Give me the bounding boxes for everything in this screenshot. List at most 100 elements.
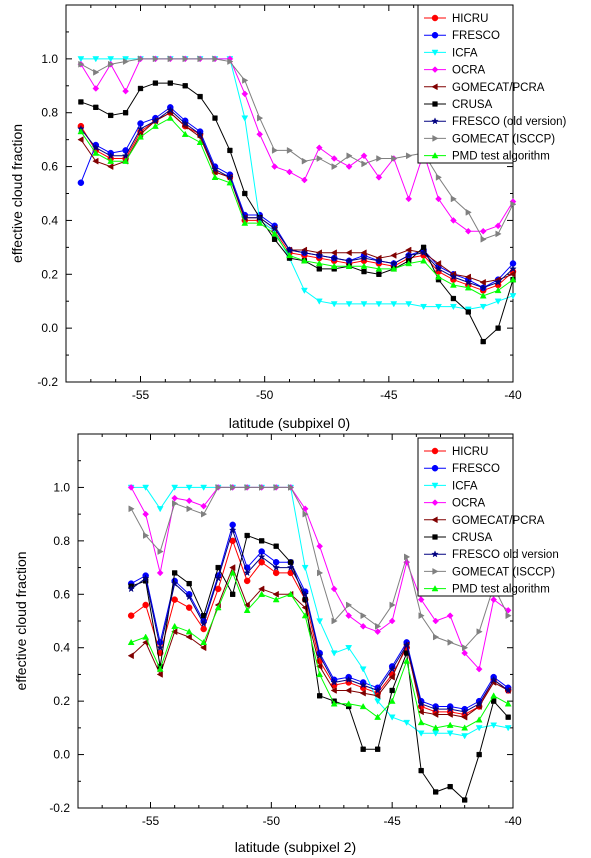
data-point bbox=[137, 55, 145, 63]
legend-marker bbox=[431, 49, 439, 56]
data-point bbox=[479, 227, 487, 235]
data-point bbox=[212, 115, 218, 121]
data-point bbox=[360, 254, 368, 262]
legend-label: CRUSA bbox=[452, 532, 493, 544]
legend-label: CRUSA bbox=[452, 99, 493, 111]
data-point bbox=[420, 244, 427, 251]
legend-label: FRESCO (old version) bbox=[452, 116, 567, 128]
data-point bbox=[214, 574, 223, 582]
x-tick-label: -40 bbox=[504, 814, 522, 828]
data-point bbox=[215, 484, 222, 491]
data-point bbox=[127, 484, 135, 491]
data-point bbox=[405, 259, 413, 267]
data-point bbox=[330, 650, 338, 657]
x-tick-label: -50 bbox=[256, 388, 274, 402]
data-point bbox=[142, 484, 150, 491]
data-point bbox=[243, 568, 252, 577]
data-point bbox=[127, 652, 134, 660]
data-point bbox=[229, 564, 236, 571]
data-point bbox=[300, 287, 308, 294]
data-point bbox=[494, 298, 502, 305]
data-point bbox=[431, 705, 440, 713]
data-point bbox=[450, 195, 457, 203]
data-point bbox=[200, 644, 207, 652]
data-point bbox=[494, 286, 502, 294]
data-point bbox=[330, 700, 338, 707]
data-point bbox=[136, 124, 145, 133]
data-point bbox=[480, 338, 486, 345]
data-point bbox=[390, 301, 398, 308]
y-tick-label: 0.8 bbox=[53, 534, 70, 548]
data-point bbox=[229, 569, 237, 576]
data-point bbox=[92, 85, 100, 92]
data-point bbox=[360, 262, 368, 269]
data-point bbox=[185, 497, 193, 505]
data-point bbox=[433, 789, 439, 795]
data-point bbox=[122, 87, 129, 95]
data-point bbox=[92, 149, 100, 156]
data-point bbox=[122, 58, 130, 65]
data-point bbox=[360, 301, 368, 308]
data-point bbox=[475, 665, 483, 673]
data-point bbox=[390, 265, 398, 272]
data-point bbox=[316, 542, 324, 550]
data-point bbox=[449, 303, 457, 311]
data-point bbox=[360, 746, 366, 752]
data-point bbox=[505, 612, 512, 620]
data-point bbox=[301, 612, 309, 619]
data-point bbox=[361, 268, 367, 275]
data-point bbox=[156, 506, 164, 513]
data-point bbox=[435, 173, 443, 181]
data-point bbox=[127, 584, 136, 593]
data-point bbox=[171, 484, 179, 491]
data-point bbox=[92, 56, 100, 63]
data-point bbox=[77, 56, 85, 63]
data-point bbox=[215, 564, 221, 571]
data-point bbox=[317, 693, 323, 699]
legend-marker bbox=[431, 66, 439, 73]
data-point bbox=[200, 625, 207, 633]
data-point bbox=[181, 130, 189, 137]
data-point bbox=[315, 259, 323, 267]
data-point bbox=[127, 612, 135, 619]
data-point bbox=[286, 251, 293, 259]
data-point bbox=[389, 687, 395, 694]
data-point bbox=[141, 574, 150, 582]
data-point bbox=[93, 68, 100, 76]
data-point bbox=[403, 719, 411, 727]
data-point bbox=[271, 163, 278, 170]
legend-marker bbox=[431, 117, 439, 125]
series-pmd-test-algorithm bbox=[77, 114, 517, 299]
y-tick-label: 0.8 bbox=[41, 106, 58, 120]
data-point bbox=[185, 628, 193, 635]
data-point bbox=[107, 163, 114, 170]
series-gomecat-isccp bbox=[78, 55, 517, 243]
data-point bbox=[464, 278, 473, 286]
data-point bbox=[345, 687, 352, 694]
data-point bbox=[417, 596, 425, 603]
data-point bbox=[286, 168, 293, 176]
data-point bbox=[434, 264, 443, 273]
data-point bbox=[388, 714, 396, 721]
data-point bbox=[461, 733, 469, 740]
data-point bbox=[376, 271, 382, 277]
data-point bbox=[199, 619, 208, 627]
data-point bbox=[273, 484, 280, 491]
data-point bbox=[272, 590, 279, 598]
data-point bbox=[142, 510, 150, 518]
data-point bbox=[272, 569, 280, 577]
data-point bbox=[359, 702, 367, 710]
data-point bbox=[200, 638, 208, 646]
data-point bbox=[330, 254, 339, 262]
data-point bbox=[142, 601, 149, 609]
data-point bbox=[301, 157, 308, 165]
data-point bbox=[185, 604, 193, 611]
y-tick-label: 1.0 bbox=[53, 480, 70, 494]
data-point bbox=[157, 548, 164, 555]
data-point bbox=[331, 163, 338, 170]
data-point bbox=[301, 590, 310, 598]
data-point bbox=[375, 256, 383, 265]
data-point bbox=[345, 700, 353, 707]
data-point bbox=[464, 273, 471, 281]
